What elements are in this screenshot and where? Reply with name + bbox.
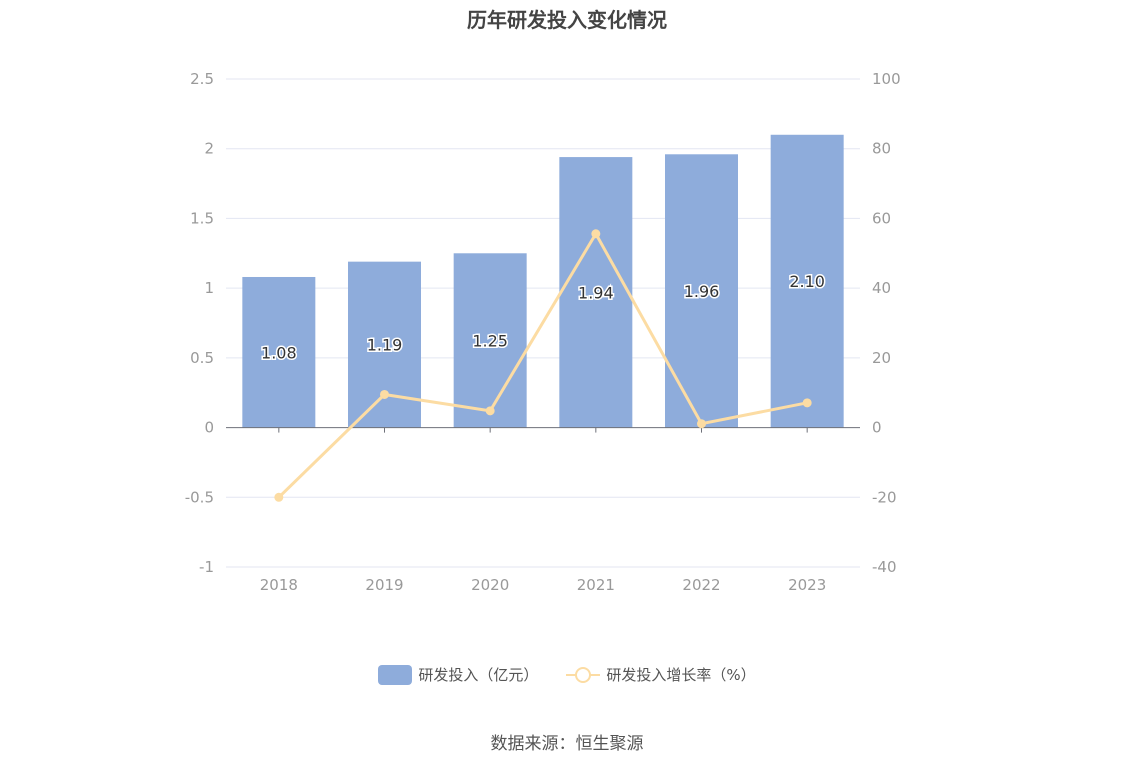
x-tick-label: 2018 [260, 576, 298, 594]
data-source: 数据来源：恒生聚源 [490, 734, 644, 754]
y-right-tick-label: 0 [872, 419, 882, 437]
bar-value-label: 1.94 [578, 283, 614, 302]
growth-point [380, 389, 389, 399]
y-left-tick-label: 0 [204, 419, 214, 437]
growth-point [274, 492, 284, 502]
y-left-tick-label: 2.5 [190, 70, 214, 88]
y-left-tick-label: -0.5 [185, 488, 214, 506]
legend-line-label: 研发投入增长率（%） [606, 666, 756, 684]
legend-bar-swatch [378, 664, 413, 685]
x-tick-label: 2019 [365, 576, 403, 594]
y-right-tick-label: 60 [872, 209, 891, 227]
legend: 研发投入（亿元） 研发投入增长率（%） [0, 664, 1134, 685]
legend-item-line[interactable]: 研发投入增长率（%） [566, 664, 756, 685]
bar [453, 253, 527, 428]
x-tick-label: 2022 [682, 576, 720, 594]
growth-point [591, 229, 601, 239]
x-tick-label: 2020 [471, 576, 509, 594]
bar-value-label: 1.08 [261, 343, 297, 362]
bar [770, 134, 844, 428]
y-right-tick-label: 100 [872, 70, 901, 88]
y-left-tick-label: -1 [199, 558, 214, 576]
bar-value-label: 1.19 [367, 336, 403, 355]
combo-chart: 2.5 100 2 80 1.5 60 1 40 0.5 20 0 0 -0.5 -20 -1 -40 1.08… [185, 70, 901, 594]
bar [348, 261, 421, 428]
legend-line-swatch [566, 665, 601, 685]
bar [559, 157, 633, 428]
y-right-tick-label: 40 [872, 279, 891, 297]
y-right-tick-label: -40 [872, 558, 897, 576]
growth-line [277, 230, 808, 499]
y-right-tick-label: -20 [872, 488, 897, 506]
bar [242, 276, 316, 428]
legend-item-bar[interactable]: 研发投入（亿元） [378, 664, 538, 685]
growth-point [802, 398, 812, 408]
legend-bar-label: 研发投入（亿元） [418, 666, 539, 684]
bar-value-label: 1.25 [472, 331, 508, 350]
y-left-tick-label: 1 [204, 279, 214, 297]
y-left-tick-label: 0.5 [190, 349, 214, 367]
y-left-tick-label: 2 [204, 140, 214, 158]
chart-title: 历年研发投入变化情况 [467, 8, 667, 32]
x-tick-label: 2021 [577, 576, 615, 594]
y-right-tick-label: 80 [872, 140, 891, 158]
y-left-tick-label: 1.5 [190, 209, 214, 227]
x-tick-label: 2023 [788, 576, 826, 594]
y-right-tick-label: 20 [872, 349, 891, 367]
bar-value-label: 2.10 [789, 272, 825, 291]
growth-point [485, 406, 495, 416]
growth-point [697, 419, 706, 429]
bar-value-label: 1.96 [684, 282, 720, 301]
